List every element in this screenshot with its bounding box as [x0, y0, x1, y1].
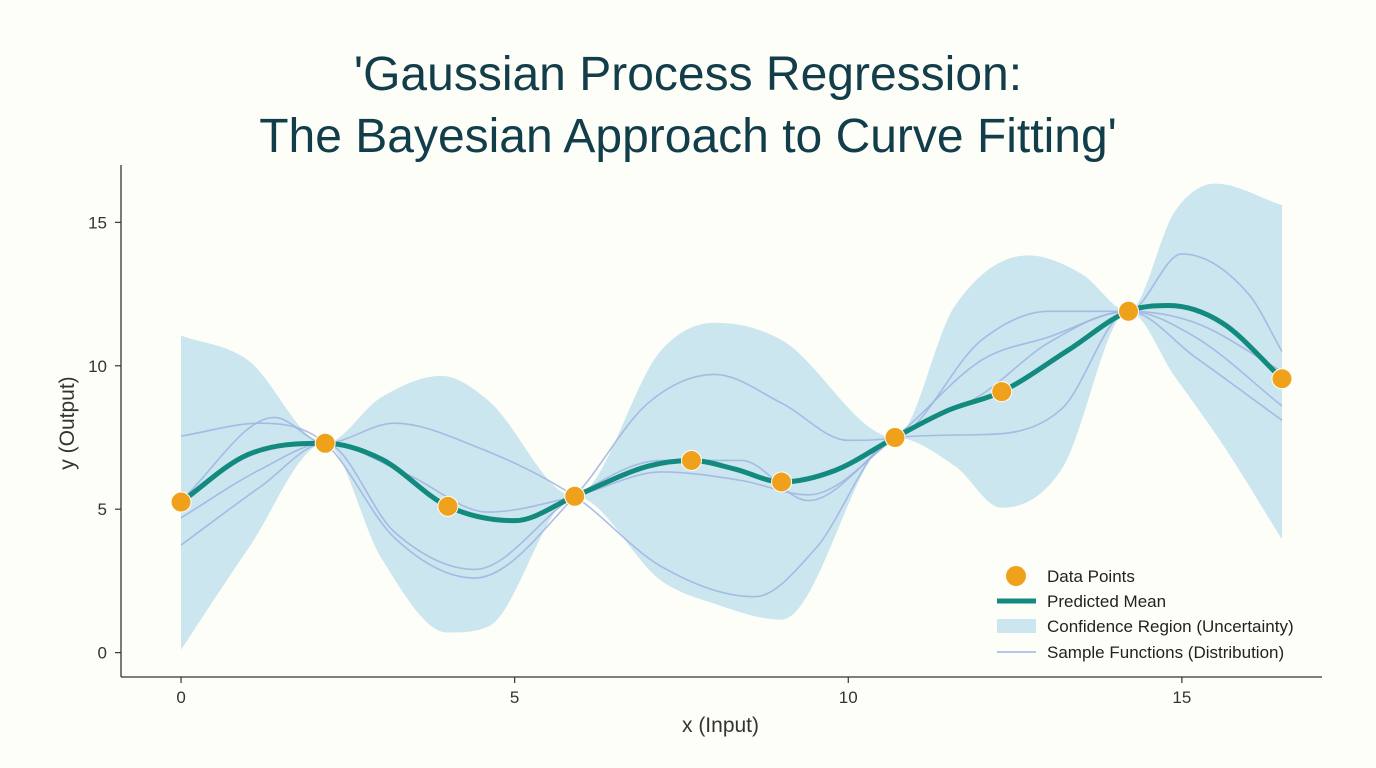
chart-title: 'Gaussian Process Regression: The Bayesi…: [0, 44, 1376, 168]
data-point-8: [991, 381, 1013, 403]
data-point-7: [884, 426, 906, 448]
legend-confidence-region-label: Confidence Region (Uncertainty): [1047, 617, 1294, 636]
chart-title-line-2: The Bayesian Approach to Curve Fitting': [259, 110, 1117, 163]
legend-data-points-label: Data Points: [1047, 567, 1135, 586]
legend-predicted-mean-label: Predicted Mean: [1047, 592, 1166, 611]
y-tick-label-0: 0: [98, 644, 107, 663]
data-point-3: [437, 495, 459, 517]
data-point-2: [314, 432, 336, 454]
data-point-9: [1118, 300, 1140, 322]
data-points-layer: [170, 300, 1293, 517]
y-tick-label-10: 10: [88, 357, 107, 376]
sample-function-line-1: [180, 253, 1283, 579]
x-tick-label-10: 10: [839, 688, 858, 707]
axes-layer: 0 5 10 15 0 5 10 15 x (Input) y (Output): [56, 165, 1322, 737]
chart-title-line-1: 'Gaussian Process Regression:: [353, 48, 1023, 101]
legend-sample-functions-label: Sample Functions (Distribution): [1047, 643, 1284, 662]
data-point-10: [1271, 368, 1293, 390]
x-tick-label-0: 0: [176, 688, 185, 707]
legend-confidence-region-marker: [997, 619, 1036, 633]
sample-function-line-2: [180, 310, 1283, 598]
y-tick-label-15: 15: [88, 213, 107, 232]
y-axis-label: y (Output): [56, 376, 79, 469]
data-point-4: [564, 485, 586, 507]
x-tick-label-5: 5: [510, 688, 519, 707]
data-point-5: [680, 449, 702, 471]
x-tick-label-15: 15: [1172, 688, 1191, 707]
confidence-region: [181, 183, 1282, 650]
x-axis-label: x (Input): [682, 714, 759, 737]
confidence-region-layer: [181, 183, 1282, 650]
y-tick-label-5: 5: [98, 500, 107, 519]
data-point-6: [771, 471, 793, 493]
legend: Data Points Predicted Mean Confidence Regi…: [997, 566, 1294, 662]
legend-data-points-marker: [1006, 566, 1026, 586]
data-point-1: [170, 491, 192, 513]
